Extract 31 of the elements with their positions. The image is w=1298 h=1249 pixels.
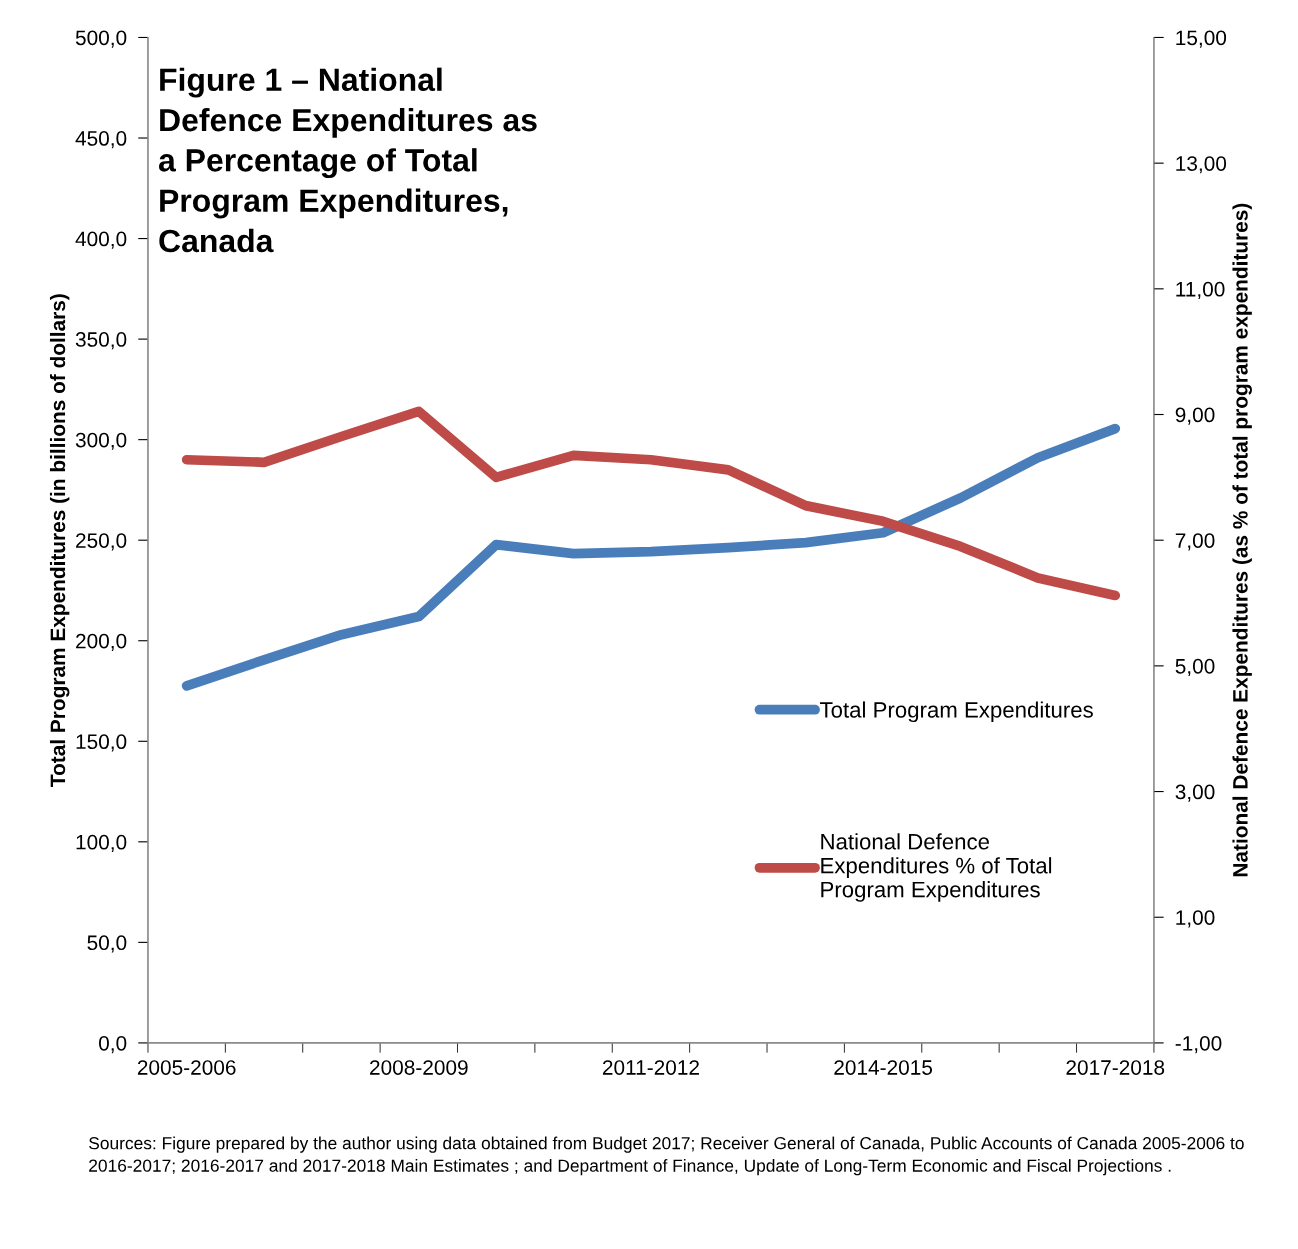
y-tick-label: 200,0 — [76, 633, 127, 651]
y2-tick-label: 15,00 — [1176, 30, 1227, 48]
y-tick-label: 150,0 — [76, 734, 127, 752]
y2-tick-label: 13,00 — [1176, 156, 1227, 174]
y2-tick-label: 1,00 — [1176, 910, 1215, 928]
y2-axis-title: National Defence Expenditures (as % of total program expenditures) — [1232, 203, 1252, 877]
x-tick-label: 2005-2006 — [137, 1060, 236, 1075]
y-tick-label: 50,0 — [87, 935, 127, 953]
legend-label: Total Program Expenditures — [820, 701, 1093, 723]
x-tick-label: 2014-2015 — [834, 1060, 933, 1075]
y-tick-label: 350,0 — [75, 332, 127, 350]
y-tick-label: 300,0 — [75, 432, 127, 450]
y-tick-label: 400,0 — [75, 231, 127, 249]
y2-tick-label: 7,00 — [1175, 533, 1215, 551]
y2-tick-label: -1,00 — [1175, 1035, 1222, 1054]
x-tick-label: 2008-2009 — [370, 1060, 468, 1075]
text: Figure 1 – National Defence Expenditures as a Percentage of Total Program Expenditures, Canada — [158, 67, 537, 253]
y2-tick-label: 11,00 — [1176, 281, 1225, 300]
y-tick-label: 250,0 — [76, 533, 127, 551]
x-tick-label: 2011-2012 — [602, 1060, 699, 1075]
x-tick-label: 2017-2018 — [1066, 1060, 1165, 1075]
y-tick-label: 100,0 — [76, 834, 127, 853]
source-note: Sources: Figure prepared by the author using data obtained from Budget 2017; Receiver General of Canada, Public Accounts of Canada 2005-2006 to 2016-2017; 2016-2017 and 2017-2018 Main Estimates ; and Department of Finance, Update of Long-Term Economic and Fiscal Projections . — [89, 1136, 1244, 1176]
y2-tick-label: 5,00 — [1175, 658, 1215, 677]
legend-label: National Defence Expenditures % of Total Program Expenditures — [821, 833, 1052, 902]
y2-tick-label: 3,00 — [1175, 784, 1215, 802]
y-axis-title: Total Program Expenditures (in billions of dollars) — [49, 294, 70, 787]
y-tick-label: 0,0 — [98, 1035, 127, 1054]
y2-tick-label: 9,00 — [1175, 407, 1215, 425]
y-tick-label: 500,0 — [75, 30, 127, 48]
y-tick-label: 450,0 — [75, 131, 127, 149]
